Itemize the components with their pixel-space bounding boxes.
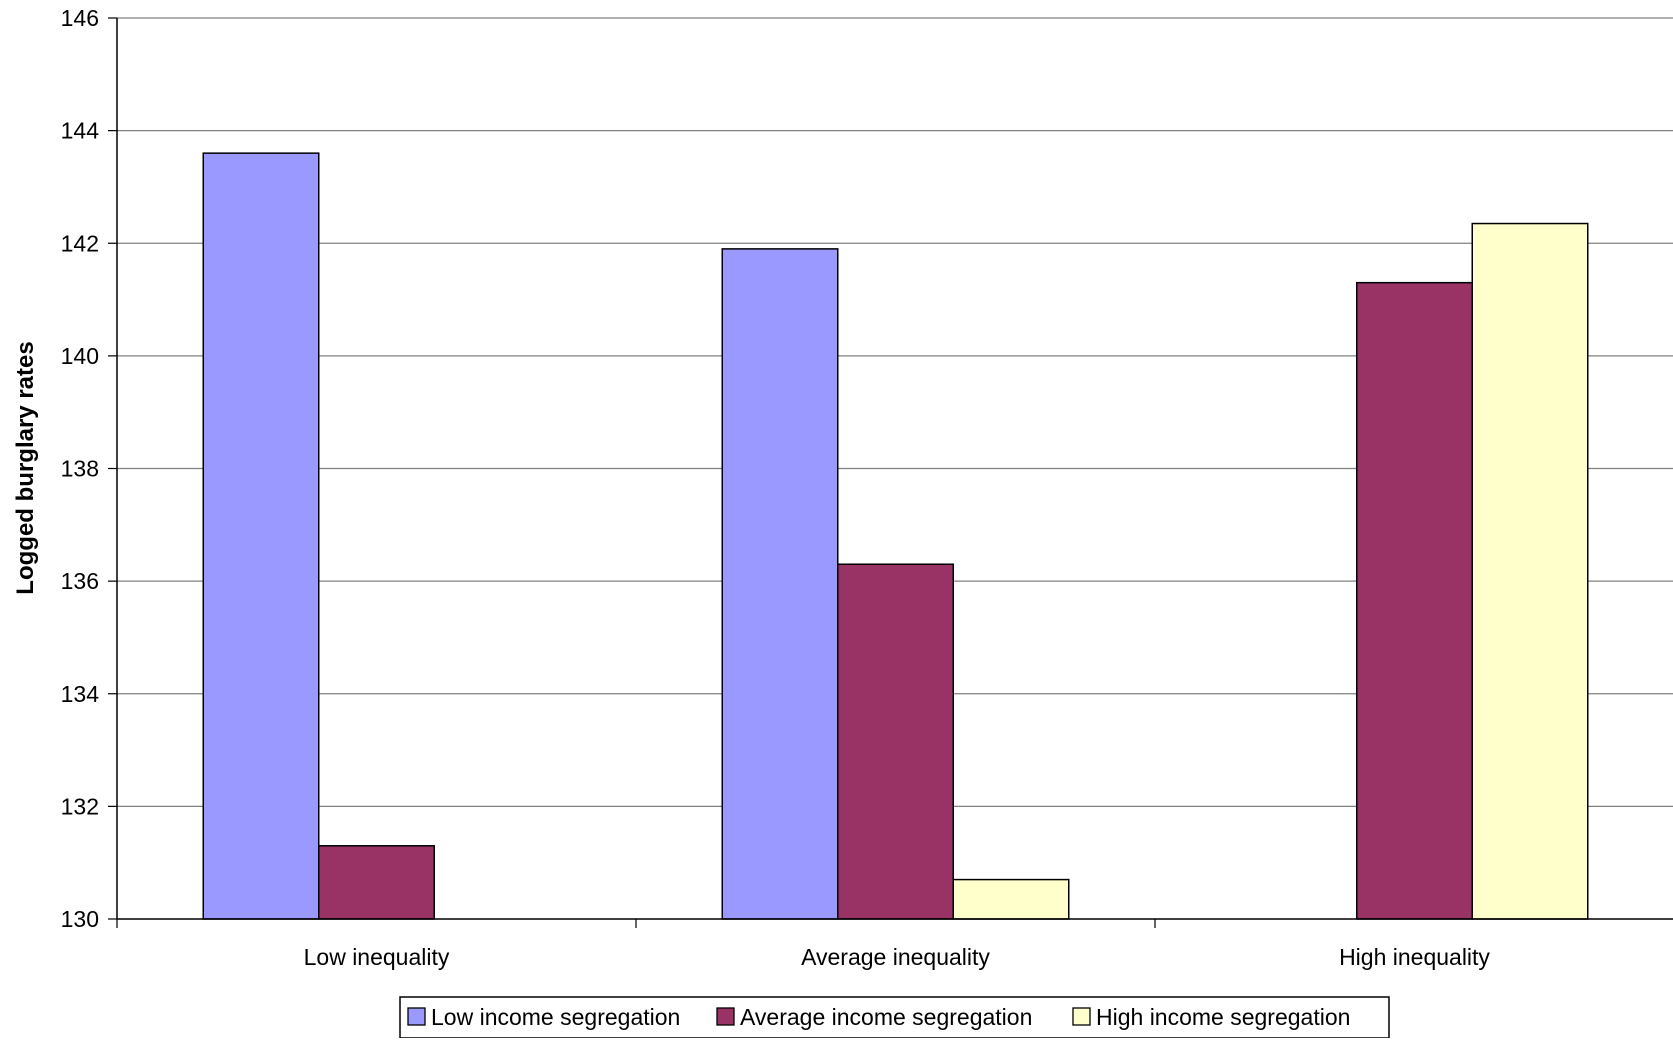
legend-label: Average income segregation	[740, 1004, 1032, 1030]
y-tick-label: 146	[61, 5, 99, 31]
y-tick-label: 132	[61, 793, 99, 819]
y-tick-label: 140	[61, 343, 99, 369]
legend-label: Low income segregation	[431, 1004, 680, 1030]
bars	[202, 152, 1589, 920]
y-tick-label: 136	[61, 568, 99, 594]
y-axis-label: Logged burglary rates	[12, 341, 39, 594]
legend-swatch	[1072, 1007, 1091, 1026]
x-tick-label: Average inequality	[801, 944, 990, 970]
bar	[202, 152, 320, 920]
bar	[318, 845, 435, 920]
legend: Low income segregation Average income seg…	[399, 996, 1390, 1039]
legend-swatch	[716, 1007, 735, 1026]
axes: 130 132 134 136 138 140 142 144 146 Low inequalit…	[61, 5, 1673, 970]
y-tick-label: 142	[61, 230, 99, 256]
bar	[1356, 281, 1473, 920]
legend-label: High income segregation	[1096, 1004, 1350, 1030]
y-tick-label: 130	[61, 906, 99, 932]
legend-swatch	[407, 1007, 426, 1026]
y-tick-label: 134	[61, 681, 100, 707]
bar	[1471, 222, 1589, 920]
bar	[952, 878, 1070, 920]
legend-box	[399, 996, 1390, 1039]
bar	[721, 248, 839, 920]
y-tick-label: 138	[61, 456, 99, 482]
bar	[837, 563, 954, 920]
y-tick-label: 144	[61, 118, 100, 144]
x-tick-label: Low inequality	[304, 944, 450, 970]
x-tick-label: High inequality	[1339, 944, 1490, 970]
